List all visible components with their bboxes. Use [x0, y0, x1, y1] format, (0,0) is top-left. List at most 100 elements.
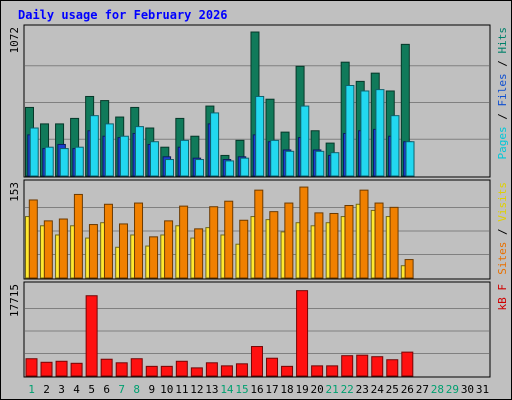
- bar-visits-day-19: [299, 186, 309, 279]
- x-tick-label-10: 10: [160, 383, 173, 396]
- bar-kb-f-day-11: [175, 360, 188, 377]
- x-tick-label-5: 5: [88, 383, 95, 396]
- x-tick-label-4: 4: [73, 383, 80, 396]
- bar-visits-day-2: [43, 220, 53, 279]
- bar-visits-day-23: [359, 189, 369, 279]
- bar-visits-day-4: [73, 193, 83, 279]
- bar-kb-f-day-21: [326, 365, 339, 377]
- bar-pages-day-26: [405, 141, 415, 177]
- bar-kb-f-day-18: [281, 365, 294, 377]
- bar-kb-f-day-5: [85, 295, 98, 377]
- bar-visits-day-20: [314, 212, 324, 279]
- chart-title: Daily usage for February 2026: [18, 8, 228, 22]
- bar-visits-day-5: [88, 224, 98, 279]
- bar-kb-f-day-22: [341, 355, 354, 377]
- x-tick-label-27: 27: [416, 383, 429, 396]
- bar-pages-day-19: [300, 105, 310, 177]
- bar-visits-day-17: [269, 211, 279, 279]
- panel-visits: 153 Sites / Visits: [8, 179, 509, 280]
- bar-visits-day-15: [239, 219, 249, 279]
- bar-kb-f-day-14: [220, 365, 233, 377]
- bar-visits-day-7: [118, 223, 128, 279]
- bar-visits-day-21: [329, 212, 339, 279]
- panel-visits-max-label: 153: [8, 182, 21, 202]
- panel-visits-legend: Sites / Visits: [496, 182, 509, 275]
- bar-pages-day-3: [59, 148, 69, 177]
- bar-kb-f-day-12: [190, 367, 203, 377]
- bar-pages-day-22: [345, 85, 355, 177]
- x-tick-label-29: 29: [446, 383, 459, 396]
- bar-kb-f-day-1: [25, 358, 38, 377]
- bar-kb-f-day-24: [371, 356, 384, 377]
- bar-kb-f-day-26: [401, 351, 414, 377]
- bar-kb-f-day-7: [115, 362, 128, 377]
- x-tick-label-9: 9: [148, 383, 155, 396]
- bar-pages-day-21: [330, 152, 340, 177]
- bar-pages-day-25: [390, 115, 400, 177]
- panel-hits-legend: Pages / Files / Hits: [496, 27, 509, 160]
- panel-kbytes-legend: kB F: [496, 284, 509, 311]
- bar-visits-day-18: [284, 202, 294, 279]
- bar-visits-day-1: [28, 199, 38, 279]
- x-tick-label-28: 28: [431, 383, 444, 396]
- x-tick-label-6: 6: [103, 383, 110, 396]
- bar-pages-day-24: [375, 89, 385, 177]
- bar-kb-f-day-6: [100, 358, 113, 377]
- x-tick-label-19: 19: [295, 383, 308, 396]
- x-tick-label-21: 21: [326, 383, 339, 396]
- bar-kb-f-day-20: [311, 365, 324, 377]
- bar-visits-day-6: [103, 203, 113, 279]
- panel-hits-max-label: 1072: [8, 27, 21, 54]
- bar-pages-day-16: [255, 95, 265, 177]
- x-tick-label-30: 30: [461, 383, 474, 396]
- bar-pages-day-20: [315, 150, 325, 177]
- bar-visits-day-8: [134, 202, 144, 279]
- bar-pages-day-7: [119, 135, 129, 177]
- bar-visits-day-22: [344, 205, 354, 279]
- bar-pages-day-4: [74, 146, 84, 177]
- x-tick-label-31: 31: [476, 383, 489, 396]
- x-tick-label-12: 12: [190, 383, 203, 396]
- x-tick-label-22: 22: [341, 383, 354, 396]
- bar-kb-f-day-2: [40, 361, 53, 377]
- panel-hits-legend-part-3: /: [496, 54, 509, 74]
- bar-pages-day-17: [270, 139, 280, 177]
- bar-kb-f-day-3: [55, 360, 68, 377]
- bar-pages-day-18: [285, 150, 295, 177]
- x-tick-label-18: 18: [280, 383, 293, 396]
- x-tick-label-8: 8: [133, 383, 140, 396]
- x-tick-label-15: 15: [235, 383, 248, 396]
- panel-hits: 1072 Pages / Files / Hits: [8, 24, 509, 178]
- bar-visits-day-24: [374, 202, 384, 279]
- bar-pages-day-9: [149, 141, 159, 177]
- bar-pages-day-12: [195, 159, 205, 177]
- bar-visits-day-16: [254, 189, 264, 279]
- bar-visits-day-14: [224, 200, 234, 279]
- bar-kb-f-day-17: [266, 357, 279, 377]
- x-tick-label-17: 17: [265, 383, 278, 396]
- x-tick-label-20: 20: [311, 383, 324, 396]
- x-tick-label-13: 13: [205, 383, 218, 396]
- bar-pages-day-2: [44, 146, 54, 177]
- bar-pages-day-1: [29, 127, 39, 177]
- bar-kb-f-day-16: [250, 346, 263, 377]
- panel-kbytes-max-label: 17715: [8, 284, 21, 317]
- x-tick-label-3: 3: [58, 383, 65, 396]
- bar-kb-f-day-10: [160, 365, 173, 377]
- x-tick-label-16: 16: [250, 383, 263, 396]
- x-tick-label-11: 11: [175, 383, 188, 396]
- panel-visits-legend-part-2: Visits: [496, 182, 509, 222]
- bar-kb-f-day-8: [130, 358, 143, 377]
- bar-visits-day-3: [58, 218, 68, 279]
- x-tick-label-2: 2: [43, 383, 50, 396]
- bar-visits-day-10: [164, 220, 174, 279]
- panel-hits-legend-part-1: /: [496, 107, 509, 127]
- bar-visits-day-11: [179, 205, 189, 279]
- bar-visits-day-12: [194, 228, 204, 279]
- bar-visits-day-25: [389, 206, 399, 279]
- x-tick-label-1: 1: [28, 383, 35, 396]
- panel-kbytes: 17715 kB F: [8, 281, 509, 378]
- bar-pages-day-5: [89, 115, 99, 177]
- bar-kb-f-day-4: [70, 362, 83, 377]
- x-tick-label-24: 24: [371, 383, 385, 396]
